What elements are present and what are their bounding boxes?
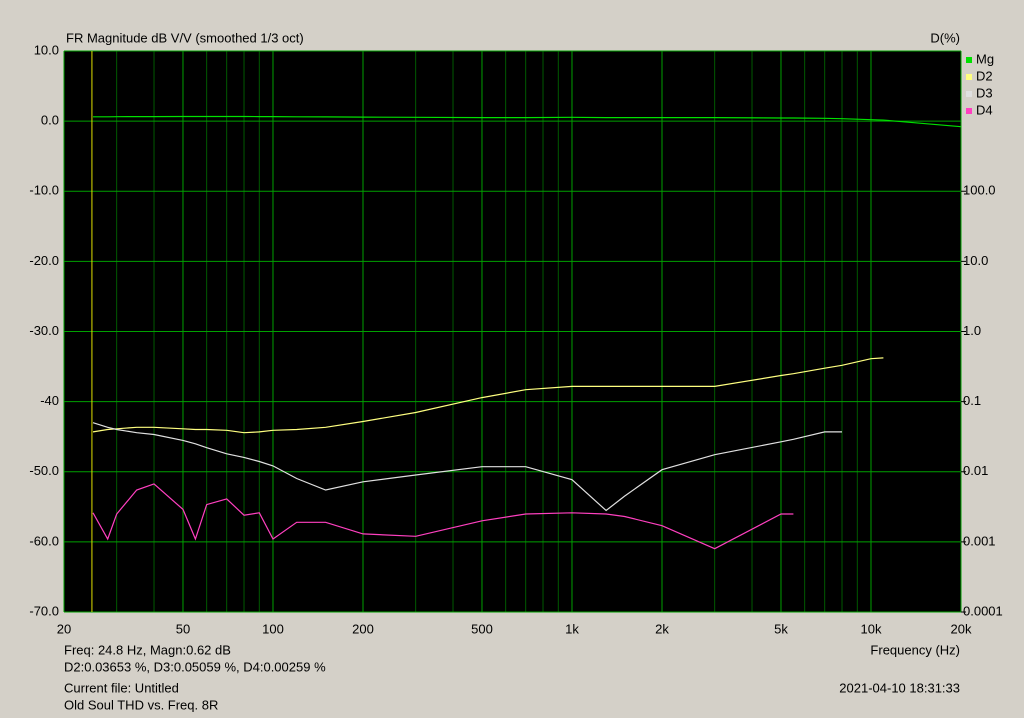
x-tick-label: 2k bbox=[655, 621, 669, 636]
y2-tick-label: 1.0 bbox=[963, 323, 981, 338]
y-tick-label: -70.0 bbox=[29, 603, 59, 618]
y-tick-label: -20.0 bbox=[29, 253, 59, 268]
x-tick-label: 20 bbox=[57, 621, 71, 636]
chart-title: FR Magnitude dB V/V (smoothed 1/3 oct) bbox=[66, 30, 304, 45]
status-description: Old Soul THD vs. Freq. 8R bbox=[64, 697, 218, 712]
y-tick-label: -30.0 bbox=[29, 323, 59, 338]
y2-tick-label: 100.0 bbox=[963, 183, 996, 198]
x-tick-label: 5k bbox=[774, 621, 788, 636]
y-tick-label: -10.0 bbox=[29, 183, 59, 198]
x-tick-label: 20k bbox=[951, 621, 972, 636]
legend-label: D4 bbox=[976, 102, 993, 117]
series-line bbox=[92, 357, 884, 434]
series-line bbox=[93, 115, 962, 128]
y2-tick-label: 10.0 bbox=[963, 253, 988, 268]
status-file: Current file: Untitled bbox=[64, 680, 179, 695]
legend-label: D2 bbox=[976, 68, 993, 83]
legend-swatch bbox=[966, 57, 972, 63]
x-tick-label: 500 bbox=[471, 621, 493, 636]
x-tick-label: 200 bbox=[352, 621, 374, 636]
y2-axis-label: D(%) bbox=[930, 30, 960, 45]
x-tick-label: 1k bbox=[565, 621, 579, 636]
y-tick-label: -50.0 bbox=[29, 463, 59, 478]
y-tick-label: 10.0 bbox=[34, 42, 59, 57]
y-tick-label: -40 bbox=[40, 393, 59, 408]
y2-tick-label: 0.001 bbox=[963, 533, 996, 548]
y-tick-label: 0.0 bbox=[41, 113, 59, 128]
x-tick-label: 100 bbox=[262, 621, 284, 636]
series-line bbox=[92, 422, 842, 512]
y2-tick-label: 0.1 bbox=[963, 393, 981, 408]
legend-swatch bbox=[966, 108, 972, 114]
legend-swatch bbox=[966, 91, 972, 97]
status-cursor: Freq: 24.8 Hz, Magn:0.62 dB bbox=[64, 642, 231, 657]
status-distortion: D2:0.03653 %, D3:0.05059 %, D4:0.00259 % bbox=[64, 659, 326, 674]
x-tick-label: 10k bbox=[861, 621, 882, 636]
x-axis-label: Frequency (Hz) bbox=[870, 642, 960, 657]
y2-tick-label: 0.0001 bbox=[963, 603, 1003, 618]
series-line bbox=[92, 483, 794, 550]
x-tick-label: 50 bbox=[176, 621, 190, 636]
status-timestamp: 2021-04-10 18:31:33 bbox=[839, 680, 960, 695]
legend-label: D3 bbox=[976, 85, 993, 100]
y-tick-label: -60.0 bbox=[29, 533, 59, 548]
y2-tick-label: 0.01 bbox=[963, 463, 988, 478]
legend-swatch bbox=[966, 74, 972, 80]
legend-label: Mg bbox=[976, 51, 994, 66]
